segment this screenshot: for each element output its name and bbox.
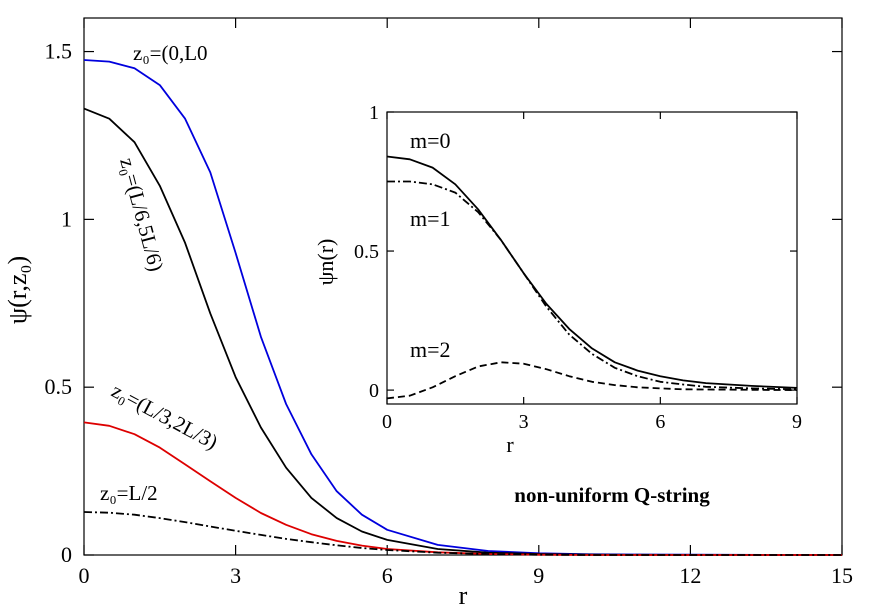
inset-chart: 0 3 6 9 0 0.5 1 r ψn(r) m=0 m=1 m=2	[313, 102, 802, 457]
main-y-tick-label: 0.5	[45, 374, 73, 399]
main-x-tick-label: 6	[382, 563, 393, 588]
inset-y-tick-label: 0	[369, 380, 379, 402]
inset-y-axis-label: ψn(r)	[313, 239, 338, 286]
inset-x-axis-label: r	[506, 432, 514, 457]
annotation-text: non-uniform Q-string	[514, 483, 710, 507]
main-plot-frame	[83, 17, 843, 556]
inset-y-tick-label: 0.5	[354, 241, 379, 263]
curve-label-dashdot: z₀=L/2	[100, 481, 158, 505]
main-x-axis-label: r	[459, 581, 468, 610]
main-x-tick-label: 15	[831, 563, 853, 588]
inset-series-line-0	[386, 155, 798, 389]
main-x-tick-label: 9	[533, 563, 544, 588]
inset-x-tick-label: 0	[382, 411, 392, 433]
main-y-axis-label: ψ(r,z₀)	[3, 256, 32, 324]
inset-x-tick-label: 9	[792, 411, 802, 433]
inset-plot-frame	[386, 111, 798, 405]
curve-label-red: z₀=(L/3,2L/3)	[108, 378, 222, 454]
curve-label-black: z₀=(L/6,5L/6)	[115, 155, 168, 274]
curve-label-blue: z₀=(0,L0	[133, 41, 208, 65]
main-y-tick-label: 0	[61, 542, 72, 567]
inset-curve-label-m0: m=0	[410, 128, 451, 153]
main-x-tick-label: 3	[230, 563, 241, 588]
main-series-line-2	[83, 421, 842, 556]
main-x-tick-label: 0	[79, 563, 90, 588]
main-y-tick-label: 1	[61, 206, 72, 231]
inset-curve-label-m1: m=1	[410, 206, 451, 231]
inset-y-tick-label: 1	[369, 102, 379, 124]
main-y-tick-label: 1.5	[45, 39, 73, 64]
main-series-line-3	[83, 511, 842, 556]
inset-x-tick-label: 3	[519, 411, 529, 433]
inset-series-line-2	[386, 361, 798, 400]
inset-curve-label-m2: m=2	[410, 337, 451, 362]
inset-x-tick-label: 6	[655, 411, 665, 433]
main-x-tick-label: 12	[679, 563, 701, 588]
inset-series-line-1	[387, 180, 798, 391]
